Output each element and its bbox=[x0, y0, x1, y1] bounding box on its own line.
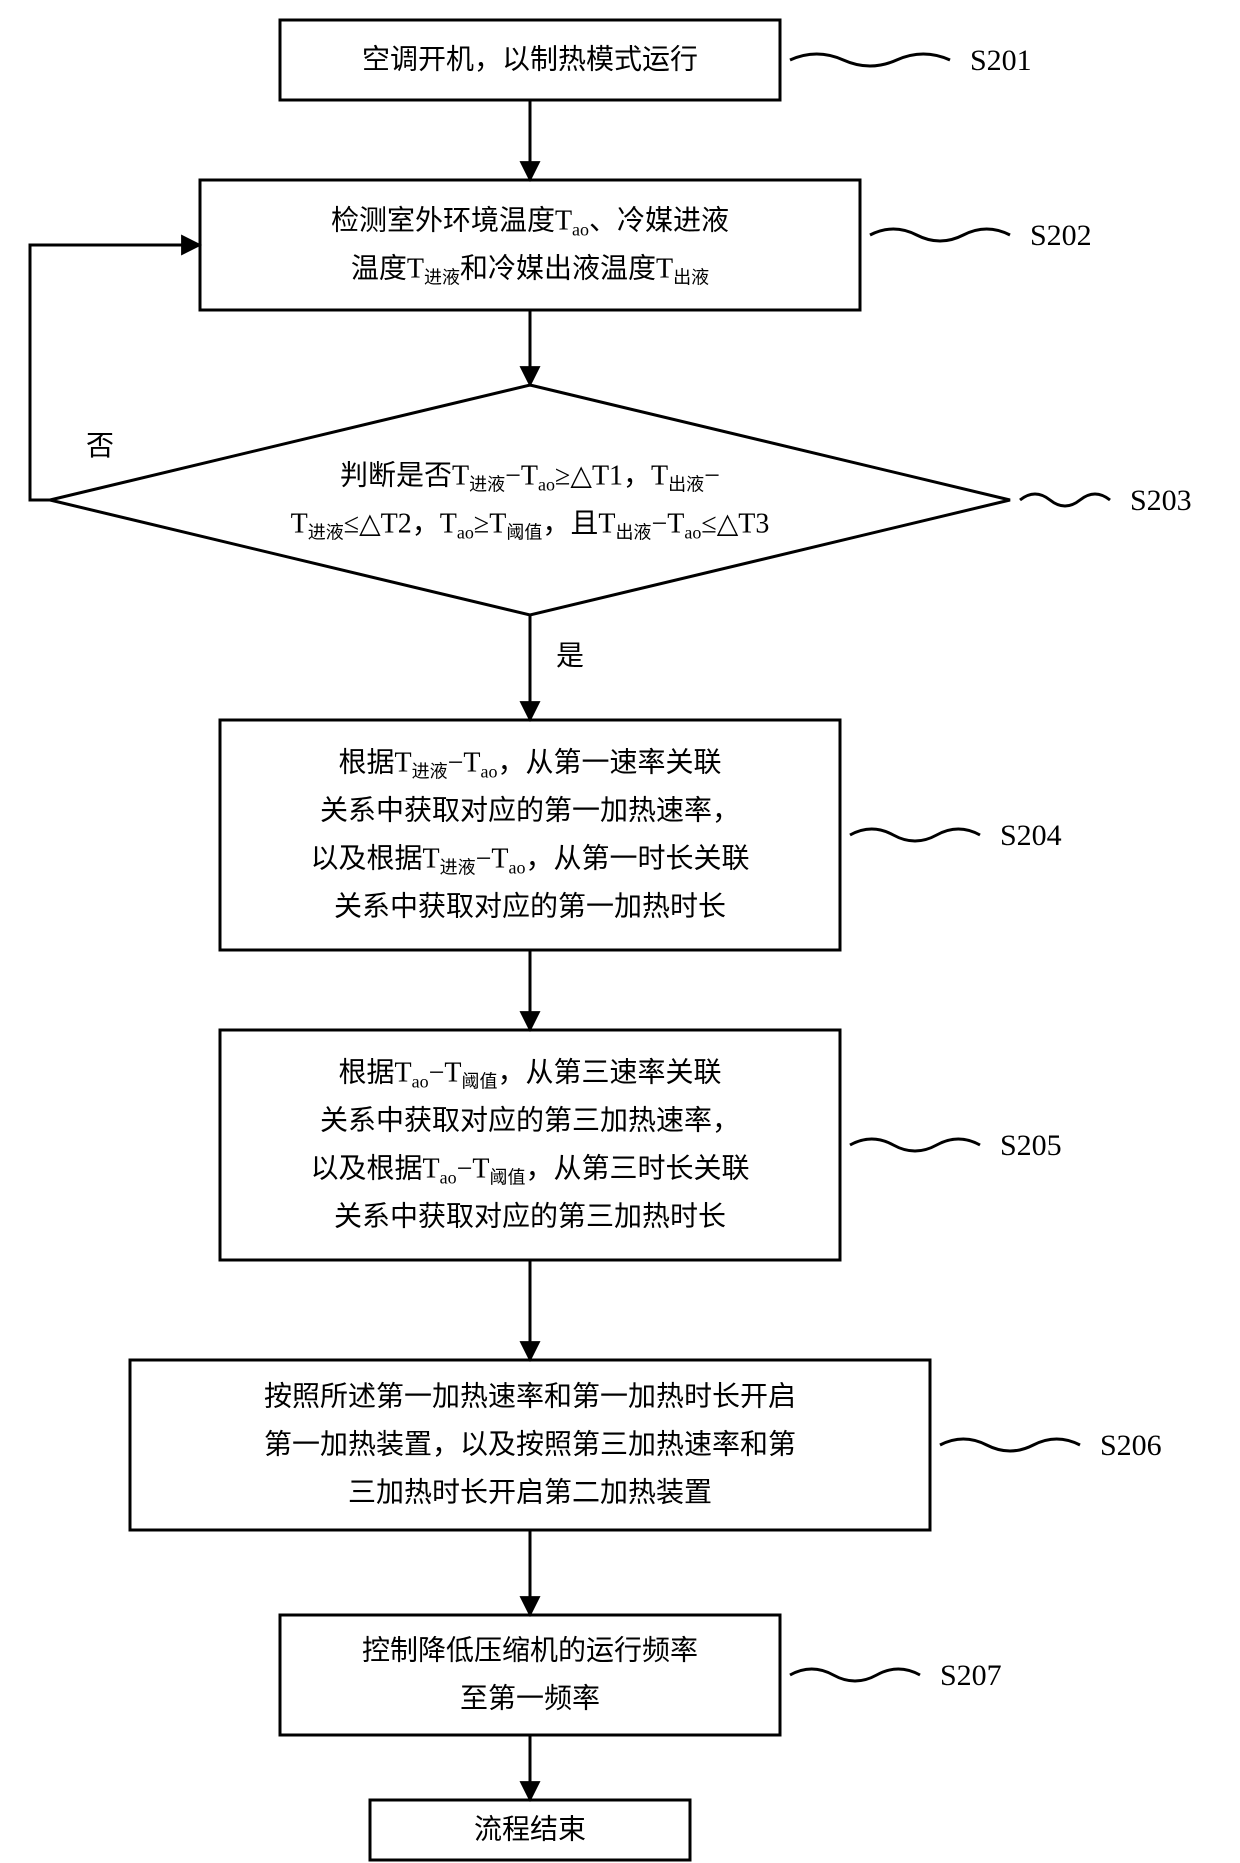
node-s205-line: 以及根据Tao−T阈值，从第三时长关联 bbox=[310, 1153, 749, 1188]
squiggle-s207 bbox=[790, 1669, 920, 1681]
step-label-s202: S202 bbox=[1030, 219, 1092, 252]
node-s204-line: 以及根据T进液−Tao，从第一时长关联 bbox=[310, 843, 749, 878]
step-label-s205: S205 bbox=[1000, 1129, 1062, 1162]
step-label-s207: S207 bbox=[940, 1659, 1002, 1692]
edge-label-no: 否 bbox=[86, 431, 114, 462]
edge-label-yes: 是 bbox=[556, 641, 584, 672]
edge-3 bbox=[30, 245, 200, 500]
node-s202: 检测室外环境温度Tao、冷媒进液温度T进液和冷媒出液温度T出液 bbox=[200, 180, 860, 310]
node-end-line: 流程结束 bbox=[474, 1814, 586, 1846]
node-s202-line: 检测室外环境温度Tao、冷媒进液 bbox=[331, 205, 729, 240]
node-s206-line: 第一加热装置，以及按照第三加热速率和第 bbox=[264, 1429, 796, 1461]
node-s206-line: 三加热时长开启第二加热装置 bbox=[348, 1477, 712, 1509]
node-s206: 按照所述第一加热速率和第一加热时长开启第一加热装置，以及按照第三加热速率和第三加… bbox=[130, 1360, 930, 1530]
node-s202-line: 温度T进液和冷媒出液温度T出液 bbox=[351, 253, 709, 288]
node-s207: 控制降低压缩机的运行频率至第一频率 bbox=[280, 1615, 780, 1735]
node-s204-line: 关系中获取对应的第一加热时长 bbox=[334, 891, 726, 923]
node-s203: 判断是否T进液−Tao≥△T1，T出液−T进液≤△T2，Tao≥T阈值，且T出液… bbox=[50, 385, 1010, 615]
node-s204-line: 关系中获取对应的第一加热速率， bbox=[320, 795, 740, 827]
squiggle-s201 bbox=[790, 54, 950, 66]
node-s207-line: 至第一频率 bbox=[460, 1683, 600, 1715]
node-s206-line: 按照所述第一加热速率和第一加热时长开启 bbox=[264, 1381, 796, 1413]
step-label-s203: S203 bbox=[1130, 484, 1192, 517]
node-s201: 空调开机，以制热模式运行 bbox=[280, 20, 780, 100]
squiggle-s203 bbox=[1020, 494, 1110, 506]
node-s203-line: 判断是否T进液−Tao≥△T1，T出液− bbox=[340, 460, 720, 495]
step-label-s204: S204 bbox=[1000, 819, 1062, 852]
node-s205: 根据Tao−T阈值，从第三速率关联关系中获取对应的第三加热速率， 以及根据Tao−… bbox=[220, 1030, 840, 1260]
step-label-s201: S201 bbox=[970, 44, 1032, 77]
node-s205-line: 关系中获取对应的第三加热时长 bbox=[334, 1201, 726, 1233]
node-s201-line: 空调开机，以制热模式运行 bbox=[362, 44, 698, 76]
squiggle-s205 bbox=[850, 1139, 980, 1151]
node-s205-line: 关系中获取对应的第三加热速率， bbox=[320, 1105, 740, 1137]
squiggle-s202 bbox=[870, 229, 1010, 241]
step-label-s206: S206 bbox=[1100, 1429, 1162, 1462]
node-end: 流程结束 bbox=[370, 1800, 690, 1860]
node-s205-line: 根据Tao−T阈值，从第三速率关联 bbox=[338, 1057, 721, 1092]
node-s204: 根据T进液−Tao，从第一速率关联关系中获取对应的第一加热速率， 以及根据T进液−… bbox=[220, 720, 840, 950]
squiggle-s204 bbox=[850, 829, 980, 841]
squiggle-s206 bbox=[940, 1439, 1080, 1451]
node-s207-line: 控制降低压缩机的运行频率 bbox=[362, 1635, 698, 1667]
node-s204-line: 根据T进液−Tao，从第一速率关联 bbox=[338, 747, 721, 782]
